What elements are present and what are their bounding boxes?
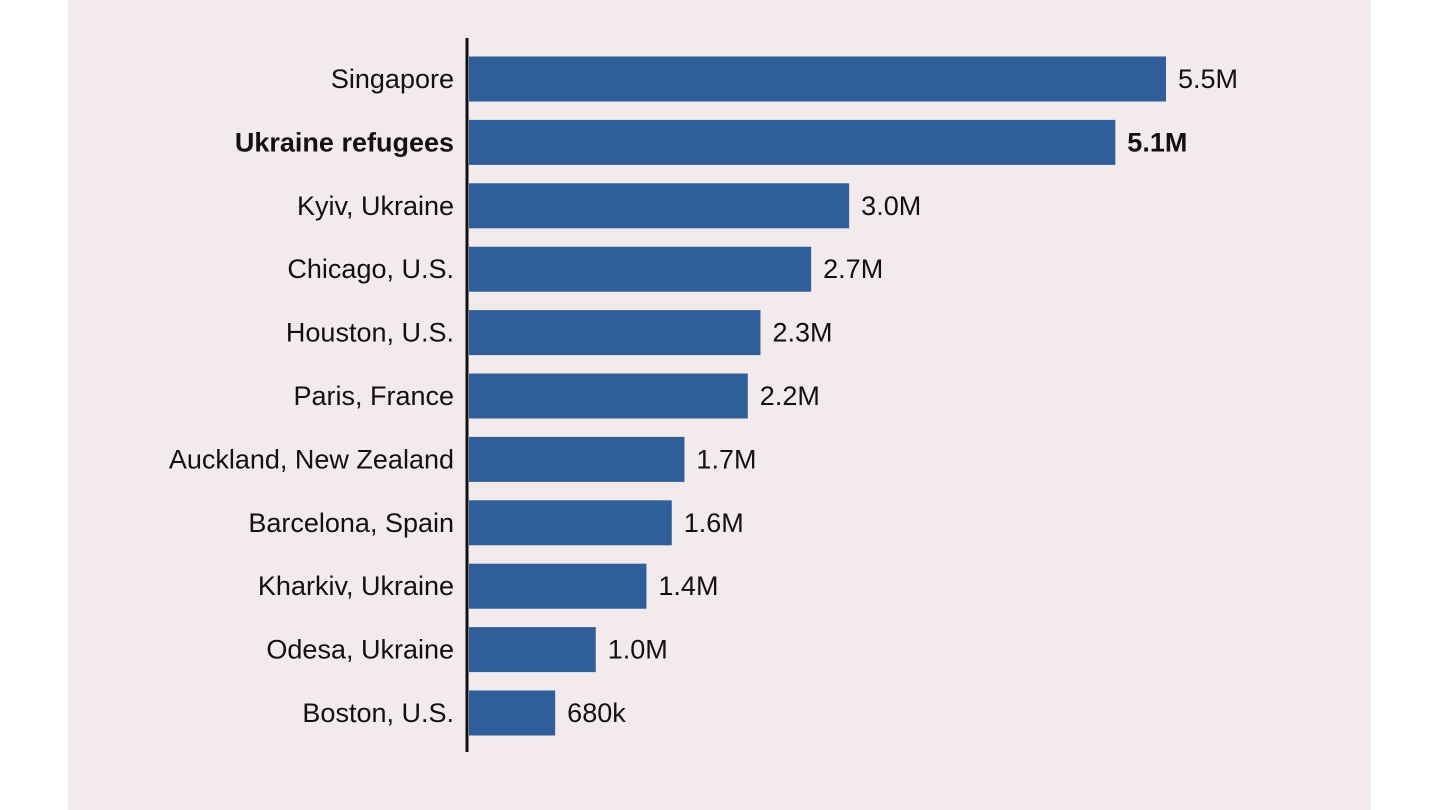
bar-ukraine-refugees bbox=[469, 119, 1116, 165]
bar-paris-france bbox=[469, 373, 748, 419]
value-label-paris-france: 2.2M bbox=[760, 381, 820, 411]
value-label-auckland-new-zealand: 1.7M bbox=[696, 444, 756, 474]
value-label-barcelona-spain: 1.6M bbox=[684, 508, 744, 538]
category-label-paris-france: Paris, France bbox=[293, 381, 454, 411]
category-label-kharkiv-ukraine: Kharkiv, Ukraine bbox=[258, 571, 454, 601]
value-label-singapore: 5.5M bbox=[1178, 64, 1238, 94]
category-label-kyiv-ukraine: Kyiv, Ukraine bbox=[297, 191, 454, 221]
bar-kyiv-ukraine bbox=[469, 183, 850, 229]
bar-kharkiv-ukraine bbox=[469, 563, 647, 609]
value-label-houston-u-s: 2.3M bbox=[772, 318, 832, 348]
bar-boston-u-s bbox=[469, 690, 556, 736]
value-label-boston-u-s: 680k bbox=[567, 698, 626, 728]
bar-odesa-ukraine bbox=[469, 627, 596, 673]
value-label-kharkiv-ukraine: 1.4M bbox=[658, 571, 718, 601]
category-label-barcelona-spain: Barcelona, Spain bbox=[248, 508, 454, 538]
bar-auckland-new-zealand bbox=[469, 436, 685, 482]
category-label-singapore: Singapore bbox=[331, 64, 454, 94]
bar-singapore bbox=[469, 56, 1166, 102]
value-label-kyiv-ukraine: 3.0M bbox=[861, 191, 921, 221]
value-label-odesa-ukraine: 1.0M bbox=[608, 635, 668, 665]
category-label-chicago-u-s: Chicago, U.S. bbox=[287, 254, 454, 284]
value-label-chicago-u-s: 2.7M bbox=[823, 254, 883, 284]
bars-layer: Singapore 5.5M Ukraine refugees 5.1M Kyiv, U… bbox=[169, 56, 1238, 736]
bar-houston-u-s bbox=[469, 310, 761, 356]
category-label-ukraine-refugees: Ukraine refugees bbox=[235, 127, 454, 157]
value-label-ukraine-refugees: 5.1M bbox=[1127, 127, 1187, 157]
category-label-auckland-new-zealand: Auckland, New Zealand bbox=[169, 444, 454, 474]
bar-barcelona-spain bbox=[469, 500, 672, 546]
category-label-odesa-ukraine: Odesa, Ukraine bbox=[266, 635, 454, 665]
category-label-boston-u-s: Boston, U.S. bbox=[302, 698, 454, 728]
bar-chicago-u-s bbox=[469, 246, 812, 292]
category-label-houston-u-s: Houston, U.S. bbox=[286, 318, 454, 348]
